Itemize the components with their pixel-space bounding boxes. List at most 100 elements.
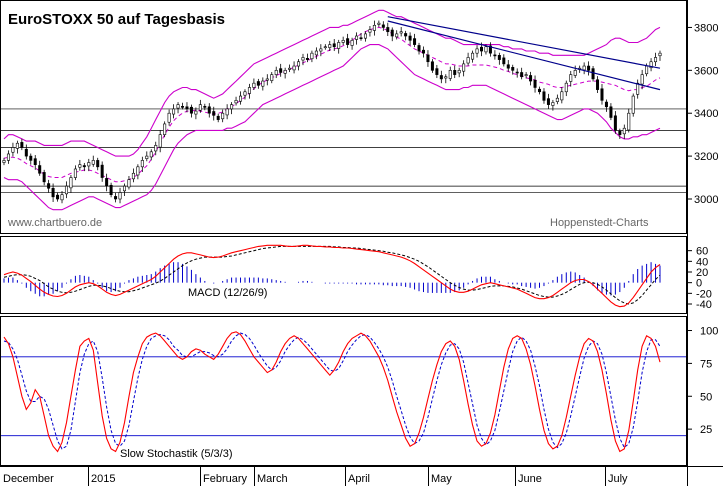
candle-body bbox=[421, 49, 425, 54]
candle-body bbox=[457, 70, 461, 74]
candle-body bbox=[573, 70, 577, 76]
candle-body bbox=[587, 65, 591, 71]
candle-body bbox=[493, 54, 497, 57]
candle-body bbox=[533, 79, 537, 88]
candle-body bbox=[609, 106, 613, 118]
candle-body bbox=[252, 82, 256, 88]
candle-body bbox=[288, 67, 292, 70]
macd-tick-label: 40 bbox=[696, 256, 708, 268]
candle-body bbox=[24, 148, 28, 157]
candle-body bbox=[105, 178, 109, 187]
candle-body bbox=[305, 58, 309, 60]
candle-body bbox=[73, 168, 77, 178]
candle-body bbox=[355, 35, 359, 40]
candle-body bbox=[600, 88, 604, 101]
stoch-tick-label: 50 bbox=[700, 391, 712, 403]
gridlines bbox=[1, 356, 686, 437]
candle-body bbox=[194, 110, 198, 115]
candle-body bbox=[198, 104, 202, 111]
candle-body bbox=[604, 101, 608, 108]
candle-body bbox=[167, 112, 171, 123]
candle-body bbox=[640, 74, 644, 85]
candle-body bbox=[20, 142, 24, 148]
stochastic-label: Slow Stochastik (5/3/3) bbox=[120, 448, 233, 460]
candle-body bbox=[520, 72, 524, 78]
candle-body bbox=[261, 80, 265, 87]
candle-body bbox=[91, 160, 95, 165]
candle-body bbox=[279, 68, 283, 73]
candle-body bbox=[529, 75, 533, 82]
candle-body bbox=[631, 95, 635, 114]
candle-body bbox=[462, 63, 466, 72]
price-tick-label: 3200 bbox=[694, 151, 718, 163]
candle-body bbox=[377, 22, 381, 25]
candle-body bbox=[69, 177, 73, 189]
candle-body bbox=[256, 81, 260, 86]
price-panel-frame bbox=[0, 0, 687, 234]
month-label: April bbox=[348, 473, 370, 485]
candle-body bbox=[64, 185, 68, 195]
candle-body bbox=[649, 61, 653, 69]
candle-body bbox=[435, 68, 439, 75]
candle-body bbox=[2, 160, 6, 163]
candle-body bbox=[613, 115, 617, 131]
candlesticks bbox=[2, 20, 662, 204]
candle-body bbox=[622, 127, 626, 135]
candle-body bbox=[239, 95, 243, 102]
candle-body bbox=[386, 27, 390, 33]
candle-body bbox=[404, 33, 408, 37]
candle-body bbox=[127, 179, 131, 188]
candle-body bbox=[181, 106, 185, 108]
candle-body bbox=[51, 187, 55, 198]
watermark-right: Hoppenstedt-Charts bbox=[550, 217, 649, 229]
macd-label: MACD (12/26/9) bbox=[188, 287, 267, 299]
chart-title: EuroSTOXX 50 auf Tagesbasis bbox=[8, 11, 225, 28]
candle-body bbox=[265, 78, 269, 81]
stochastic-panel-frame bbox=[0, 316, 687, 466]
candle-body bbox=[618, 130, 622, 135]
candle-body bbox=[582, 65, 586, 71]
stoch-d-line bbox=[3, 332, 661, 450]
candle-body bbox=[158, 134, 162, 148]
stochastic-lines bbox=[3, 331, 661, 453]
candle-body bbox=[444, 76, 448, 79]
candle-body bbox=[390, 29, 394, 37]
candle-body bbox=[145, 155, 149, 159]
candle-body bbox=[216, 115, 220, 120]
candle-body bbox=[136, 166, 140, 176]
candle-body bbox=[381, 24, 385, 28]
candle-body bbox=[627, 112, 631, 131]
candle-body bbox=[430, 61, 434, 71]
candle-body bbox=[6, 153, 10, 161]
candle-body bbox=[38, 165, 42, 174]
stoch-tick-label: 75 bbox=[700, 358, 712, 370]
candle-body bbox=[319, 48, 323, 52]
candle-body bbox=[56, 194, 60, 200]
month-labels: December 2015 February March April May June Jul… bbox=[3, 466, 628, 486]
candle-body bbox=[426, 54, 430, 63]
candle-body bbox=[546, 98, 550, 105]
candle-body bbox=[176, 104, 180, 109]
candle-body bbox=[337, 42, 341, 49]
price-tick-label: 3400 bbox=[694, 108, 718, 120]
macd-tick-label: 60 bbox=[696, 246, 708, 258]
candle-body bbox=[555, 97, 559, 102]
candle-body bbox=[314, 50, 318, 56]
candle-body bbox=[47, 183, 51, 189]
candle-body bbox=[234, 100, 238, 104]
candle-body bbox=[11, 147, 15, 153]
candle-body bbox=[359, 37, 363, 40]
candle-body bbox=[542, 91, 546, 101]
candle-body bbox=[497, 55, 501, 60]
candle-body bbox=[413, 38, 417, 45]
candle-body bbox=[274, 70, 278, 75]
candle-body bbox=[471, 52, 475, 60]
candle-body bbox=[506, 64, 510, 69]
price-tick-label: 3800 bbox=[694, 22, 718, 34]
candle-body bbox=[368, 29, 372, 33]
trend-lines bbox=[387, 16, 661, 91]
trend-line-lower bbox=[387, 20, 661, 91]
candle-body bbox=[408, 35, 412, 41]
month-label: February bbox=[203, 473, 248, 485]
